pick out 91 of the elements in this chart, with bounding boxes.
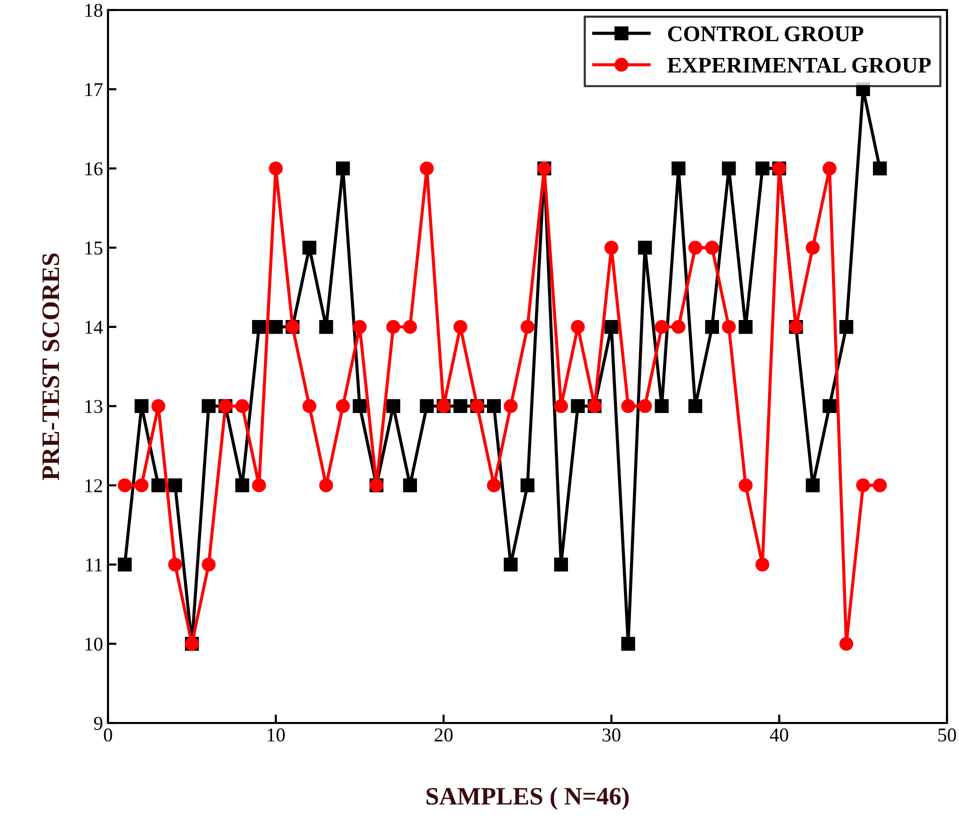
point [688,399,702,414]
point [554,558,568,572]
y-tick-label: 13 [85,400,102,414]
point [806,240,820,255]
point [134,399,149,414]
y-tick-label: 10 [85,638,102,651]
point [486,478,501,492]
point [872,162,887,176]
x-axis-title: SAMPLES ( N=46) [426,787,629,810]
point [268,162,283,176]
point [822,399,836,414]
x-tick-label: 50 [938,728,956,742]
point [420,162,434,176]
point [638,240,652,255]
point [604,320,618,334]
point [621,636,636,651]
point [822,162,836,176]
point [570,320,585,334]
point [420,399,434,414]
point [688,240,702,255]
point [453,399,468,414]
point [202,399,216,414]
y-tick-label: 15 [85,242,102,255]
point [319,478,334,492]
point [621,399,636,414]
point [352,320,367,334]
point [252,478,266,492]
point [386,320,400,334]
point [302,240,316,255]
point [738,478,753,492]
point [252,320,266,334]
point [738,320,753,334]
x-tick-label: 10 [268,728,285,742]
point [856,478,870,492]
point [486,399,501,414]
legend-label: EXPERIMENTAL GROUP [667,58,931,73]
y-tick-label: 16 [85,162,103,176]
point [672,320,686,334]
point [403,320,417,334]
point [302,399,316,414]
x-tick-label: 30 [602,728,620,742]
point [151,399,166,414]
point [386,399,400,414]
point [453,320,468,334]
point [352,399,367,414]
point [235,399,250,414]
legend-label: CONTROL GROUP [668,26,864,42]
y-tick-label: 17 [85,83,103,96]
point [755,558,770,572]
point [839,636,854,651]
point [336,399,350,414]
point [134,478,149,492]
y-axis-title: PRE-TEST SCORES [42,254,60,480]
point [504,399,518,414]
point [151,478,166,492]
point [839,320,854,334]
point [168,558,182,572]
y-tick-label: 12 [85,479,102,492]
y-tick-label: 9 [94,716,102,730]
point [705,240,720,255]
point [604,240,618,255]
point [705,320,720,334]
point [755,162,770,176]
point [319,320,334,334]
x-tick-label: 40 [770,728,788,742]
x-tick-label: 20 [434,728,453,742]
point [722,320,736,334]
point [336,162,350,176]
x-tick-label: 0 [104,728,112,742]
point [570,399,585,414]
point [872,478,887,492]
point [504,558,518,572]
y-tick-label: 18 [85,4,102,17]
point [672,162,686,176]
point [268,320,283,334]
point [554,399,568,414]
point [654,320,669,334]
point [654,399,669,414]
point [118,558,132,572]
point [520,478,534,492]
point [235,478,250,492]
point [638,399,652,414]
point [520,320,534,334]
point [806,478,820,492]
point [202,558,216,572]
y-tick-label: 11 [86,558,102,572]
point [722,162,736,176]
point [403,478,417,492]
point [118,478,132,492]
y-tick-label: 14 [85,320,103,334]
point [168,478,182,492]
